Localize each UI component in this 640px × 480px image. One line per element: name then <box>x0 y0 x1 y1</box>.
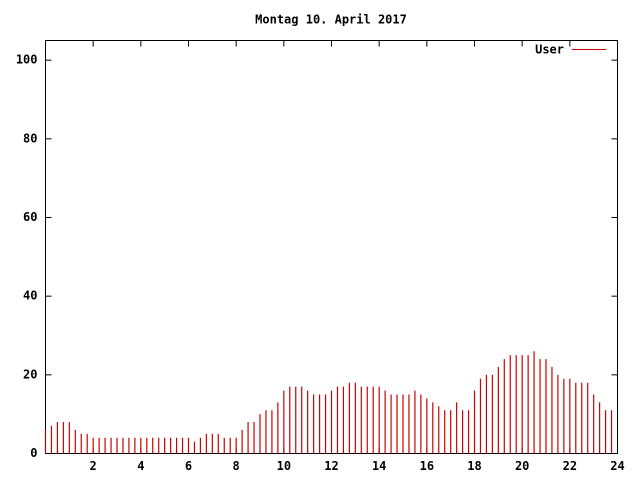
chart-title: Montag 10. April 2017 <box>255 13 407 27</box>
legend-label: User <box>535 43 564 57</box>
x-tick-label: 22 <box>563 459 577 473</box>
y-tick-label: 60 <box>23 210 37 224</box>
y-tick-label: 0 <box>30 446 37 460</box>
x-tick-label: 10 <box>277 459 291 473</box>
x-tick-label: 14 <box>372 459 386 473</box>
x-tick-label: 18 <box>467 459 481 473</box>
x-tick-label: 24 <box>610 459 624 473</box>
x-tick-label: 12 <box>324 459 338 473</box>
x-tick-label: 20 <box>515 459 529 473</box>
x-tick-label: 2 <box>90 459 97 473</box>
y-tick-label: 40 <box>23 289 37 303</box>
x-tick-label: 6 <box>185 459 192 473</box>
y-tick-label: 80 <box>23 131 37 145</box>
x-tick-label: 16 <box>420 459 434 473</box>
y-tick-label: 100 <box>16 53 38 67</box>
x-tick-label: 4 <box>137 459 144 473</box>
y-tick-label: 20 <box>23 367 37 381</box>
x-tick-label: 8 <box>233 459 240 473</box>
